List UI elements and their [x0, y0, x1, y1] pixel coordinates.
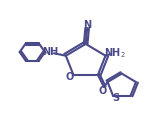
Text: O: O [66, 72, 74, 82]
Text: O: O [98, 86, 107, 96]
Text: N: N [83, 20, 91, 30]
Text: NH$_2$: NH$_2$ [104, 46, 125, 60]
Text: S: S [112, 93, 119, 103]
Text: NH: NH [42, 47, 58, 57]
